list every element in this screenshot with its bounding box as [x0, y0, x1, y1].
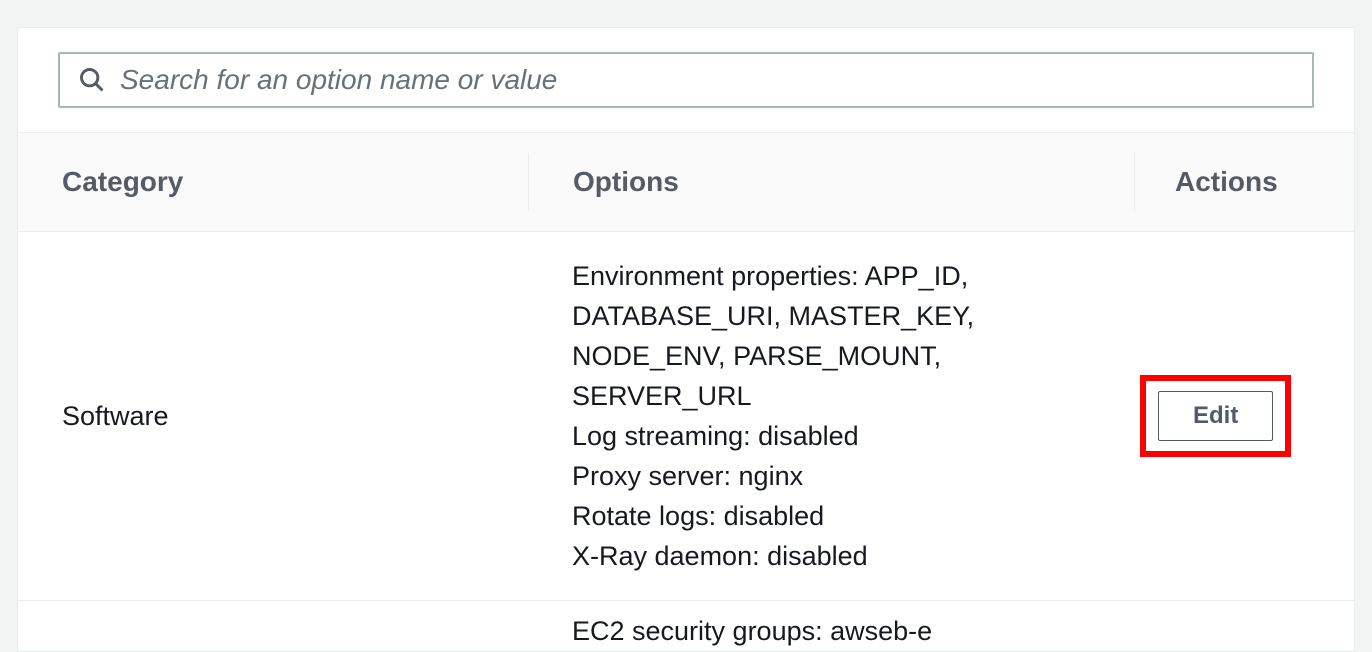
table-row: Software Environment properties: APP_ID,…: [18, 232, 1354, 601]
option-line: Log streaming: disabled: [572, 416, 1094, 456]
option-line: Environment properties: APP_ID, DATABASE…: [572, 256, 1094, 416]
highlight-annotation: Edit: [1140, 375, 1291, 457]
option-line: Rotate logs: disabled: [572, 496, 1094, 536]
table-row-partial: EC2 security groups: awseb-e: [18, 601, 1354, 651]
row-options: Environment properties: APP_ID, DATABASE…: [528, 232, 1134, 600]
edit-button[interactable]: Edit: [1158, 391, 1273, 441]
search-input[interactable]: [106, 64, 1294, 96]
option-line: EC2 security groups: awseb-e: [572, 611, 1314, 651]
option-line: Proxy server: nginx: [572, 456, 1094, 496]
search-box[interactable]: [58, 52, 1314, 108]
search-area: [18, 28, 1354, 132]
table-header: Category Options Actions: [18, 132, 1354, 232]
header-options: Options: [573, 166, 679, 198]
config-panel: Category Options Actions Software Enviro…: [17, 27, 1355, 652]
header-category: Category: [62, 166, 183, 197]
row-category-text: Software: [62, 396, 169, 436]
search-icon: [78, 66, 106, 94]
header-actions: Actions: [1175, 166, 1278, 198]
option-line: X-Ray daemon: disabled: [572, 536, 1094, 576]
